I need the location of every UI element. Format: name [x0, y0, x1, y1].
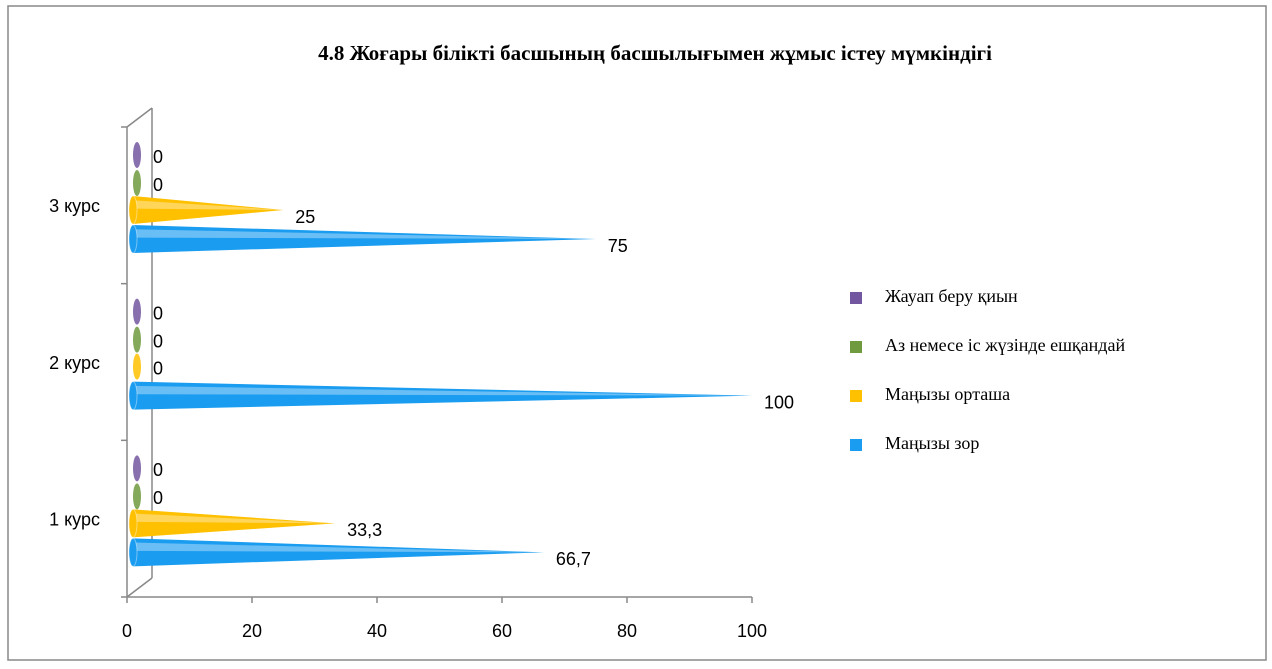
data-label: 100: [764, 392, 794, 412]
x-tick-label: 80: [617, 621, 637, 641]
x-tick-label: 100: [737, 621, 767, 641]
cone: [133, 455, 141, 482]
legend-swatch: [850, 390, 862, 402]
data-label: 0: [153, 460, 163, 480]
data-label: 25: [295, 207, 315, 227]
data-label: 66,7: [556, 549, 591, 569]
y-tick-label: 1 курс: [49, 509, 100, 529]
data-label: 0: [153, 358, 163, 378]
chart-title: 4.8 Жоғары білікті басшының басшылығымен…: [318, 41, 992, 65]
cone: [133, 353, 141, 380]
cone: [128, 508, 336, 538]
legend-label: Жауап беру қиын: [885, 286, 1018, 306]
cone: [133, 298, 141, 325]
x-tick-label: 40: [367, 621, 387, 641]
legend-label: Аз немесе іс жүзінде ешқандай: [885, 335, 1125, 355]
x-tick-label: 60: [492, 621, 512, 641]
legend-swatch: [850, 439, 862, 451]
legend-label: Маңызы орташа: [885, 384, 1010, 404]
cone: [133, 326, 141, 353]
cone: [133, 483, 141, 510]
cone: [128, 537, 544, 567]
y-tick-label: 2 курс: [49, 353, 100, 373]
cone: [133, 142, 141, 168]
axis-frame: [126, 107, 752, 598]
data-label: 0: [153, 175, 163, 195]
x-tick-label: 20: [242, 621, 262, 641]
data-label: 0: [153, 331, 163, 351]
cone: [128, 224, 596, 254]
y-tick-label: 3 курс: [49, 196, 100, 216]
legend-label: Маңызы зор: [885, 433, 979, 453]
data-label: 33,3: [347, 520, 382, 540]
data-label: 75: [608, 236, 628, 256]
cone: [133, 170, 141, 196]
cone: [128, 195, 284, 225]
legend-swatch: [850, 292, 862, 304]
legend-swatch: [850, 341, 862, 353]
x-tick-label: 0: [122, 621, 132, 641]
cone: [128, 381, 752, 411]
data-label: 0: [153, 147, 163, 167]
data-label: 0: [153, 488, 163, 508]
data-label: 0: [153, 303, 163, 323]
